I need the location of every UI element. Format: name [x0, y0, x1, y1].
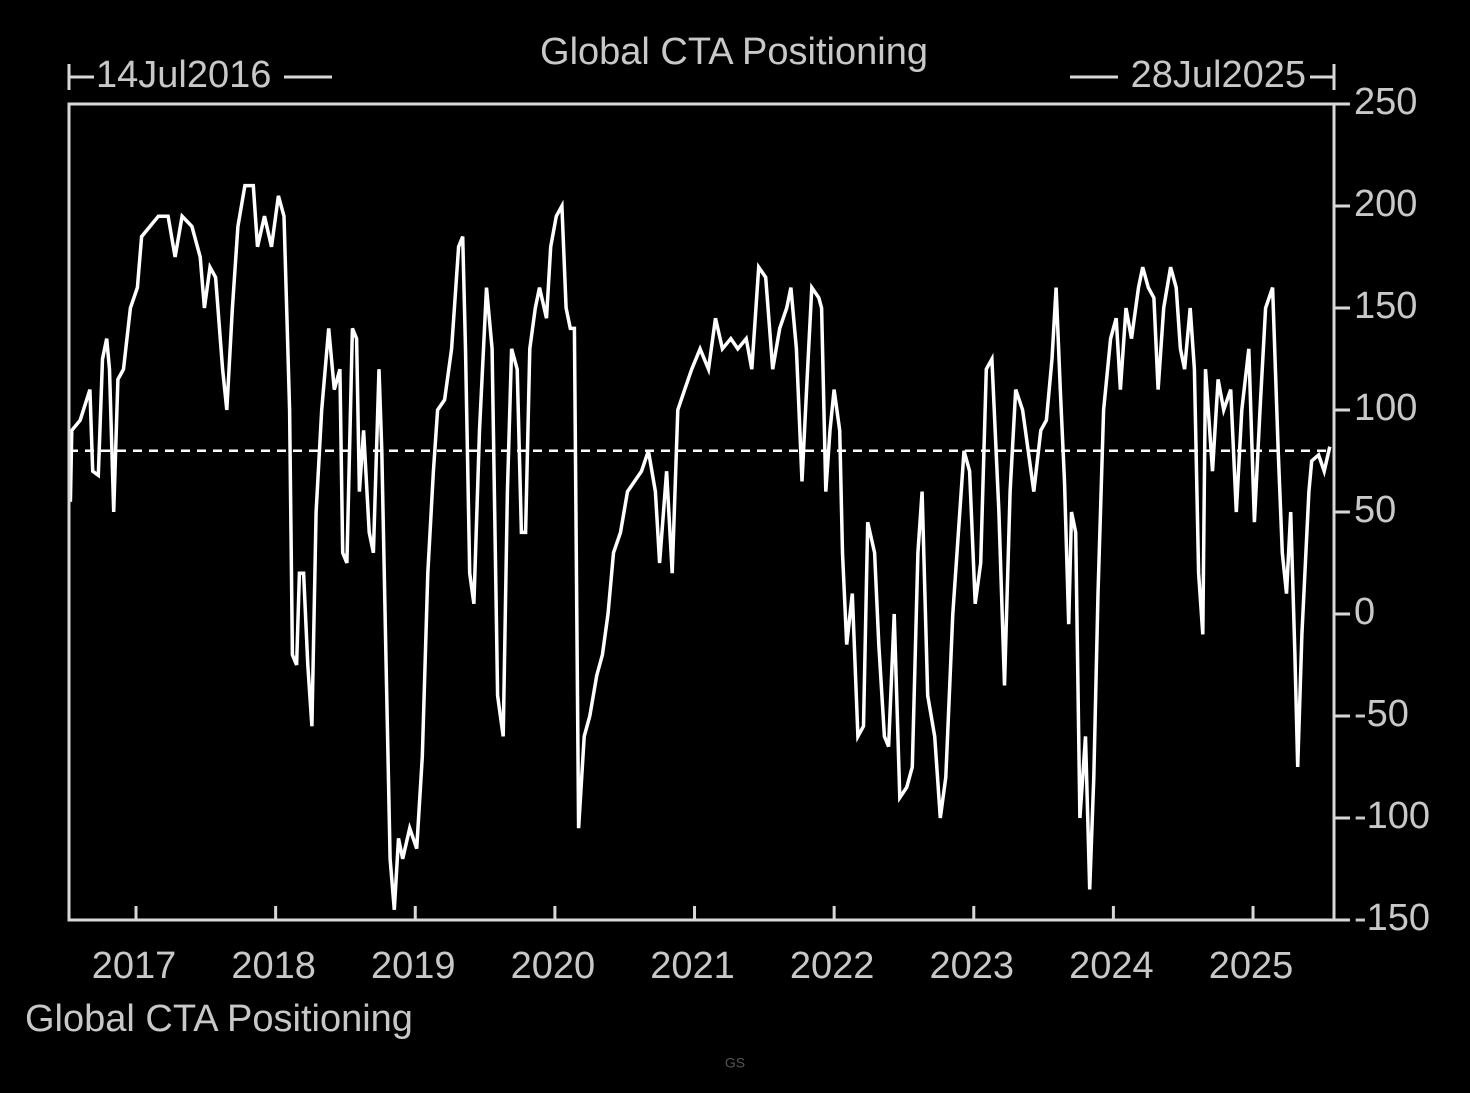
chart-title: Global CTA Positioning	[540, 31, 928, 73]
legend-label: Global CTA Positioning	[25, 998, 413, 1040]
y-tick-label: 50	[1354, 489, 1396, 531]
end-date-label: 28Jul2025	[1131, 54, 1306, 96]
start-date-label: 14Jul2016	[96, 54, 271, 96]
source-label: GS	[725, 1055, 745, 1071]
y-tick-label: 100	[1354, 387, 1417, 429]
y-tick-label: 0	[1354, 591, 1375, 633]
plot-frame	[67, 102, 1336, 922]
x-tick-label: 2019	[371, 945, 456, 987]
y-tick-label: 150	[1354, 285, 1417, 327]
y-tick-label: -150	[1354, 897, 1430, 939]
x-tick-label: 2024	[1069, 945, 1154, 987]
x-tick-label: 2021	[650, 945, 735, 987]
y-tick-label: -50	[1354, 693, 1409, 735]
x-tick-label: 2022	[790, 945, 875, 987]
y-tick-label: -100	[1354, 795, 1430, 837]
x-tick-label: 2017	[92, 945, 177, 987]
data-line	[68, 183, 1332, 910]
x-tick-label: 2025	[1209, 945, 1294, 987]
y-tick-label: 250	[1354, 81, 1417, 123]
y-tick-label: 200	[1354, 183, 1417, 225]
x-tick-label: 2023	[929, 945, 1014, 987]
x-tick-label: 2020	[511, 945, 596, 987]
x-tick-label: 2018	[231, 945, 316, 987]
